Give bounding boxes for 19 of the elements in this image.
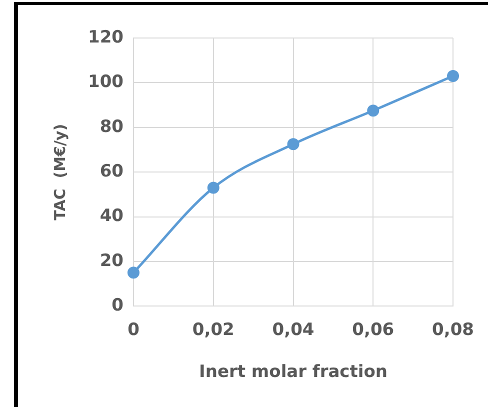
point: [447, 70, 460, 82]
point: [367, 104, 380, 117]
x-tick-label: 0,04: [272, 320, 314, 340]
y-tick-label: 80: [100, 116, 124, 137]
x-tick-label: 0,02: [192, 320, 234, 340]
point: [127, 266, 140, 279]
point: [207, 182, 220, 194]
point: [287, 138, 300, 150]
x-tick-label: 0,08: [432, 320, 474, 340]
y-tick-label: 0: [112, 296, 124, 316]
y-tick-label: 40: [100, 206, 124, 226]
x-tick-label: 0,06: [352, 320, 394, 340]
y-tick-label: 120: [88, 27, 124, 48]
y-tick-label: 100: [88, 72, 124, 92]
y-tick-label: 60: [100, 162, 124, 182]
x-tick-label: 0: [128, 320, 140, 340]
x-axis-title: Inert molar fraction: [199, 362, 388, 382]
y-axis-title: TAC (M€/y): [50, 124, 69, 220]
y-tick-label: 20: [100, 250, 124, 271]
